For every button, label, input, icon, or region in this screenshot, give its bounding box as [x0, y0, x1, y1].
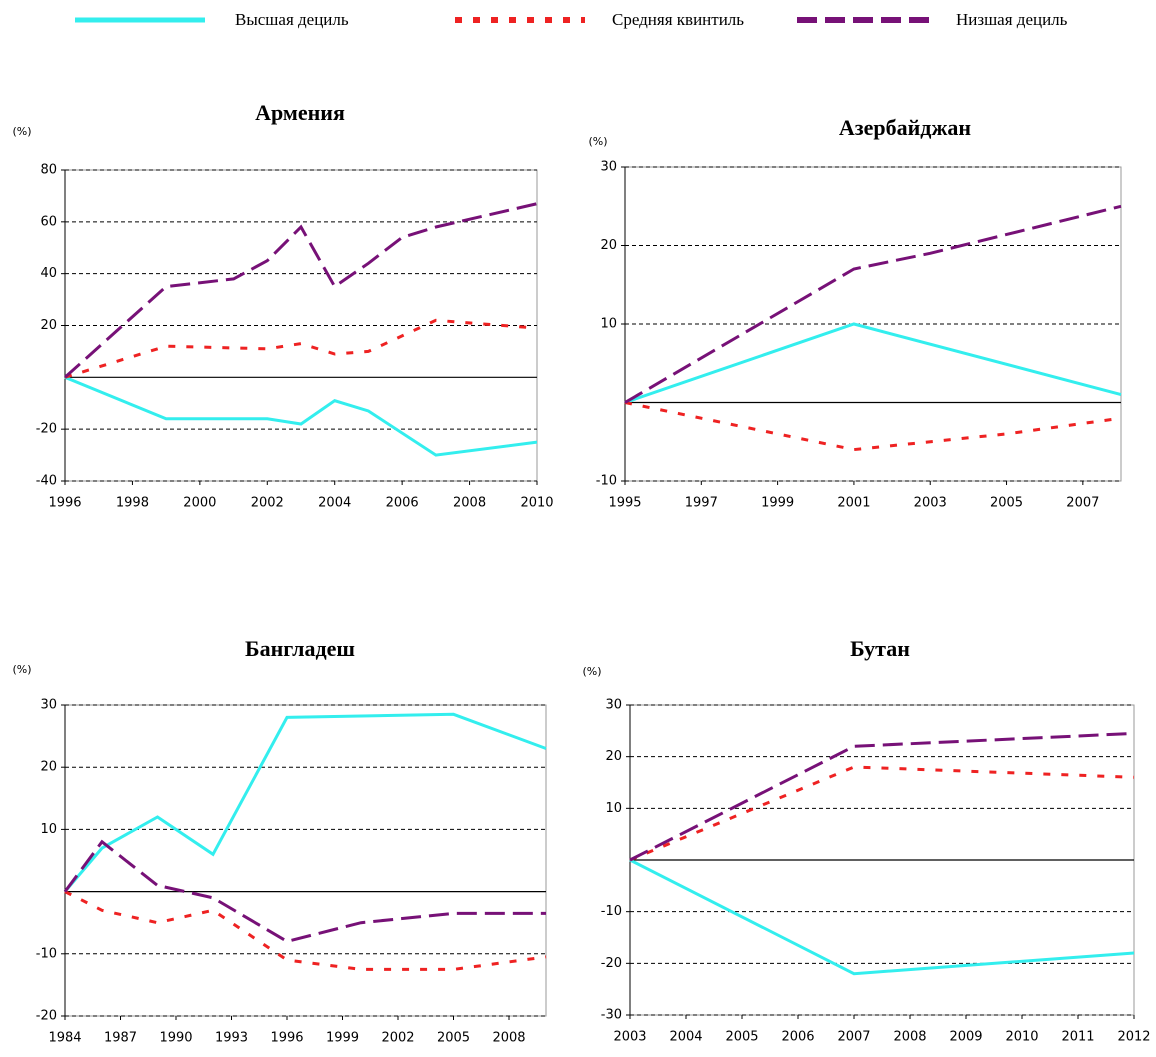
- y-tick-label: -20: [601, 956, 622, 971]
- y-tick-label: 10: [600, 317, 617, 332]
- series-line: [629, 765, 1135, 862]
- x-tick-label: 2010: [520, 496, 553, 511]
- y-tick-label: 60: [40, 214, 57, 229]
- y-tick-label: 20: [40, 318, 57, 333]
- legend-label: Средняя квинтиль: [612, 10, 744, 29]
- y-tick-label: 40: [40, 266, 57, 281]
- y-tick-label: 10: [605, 801, 622, 816]
- y-tick-label: 20: [40, 760, 57, 775]
- y-tick-label: -20: [36, 1009, 57, 1024]
- y-tick-label: 30: [605, 698, 622, 713]
- series-line: [64, 375, 538, 457]
- x-tick-label: 2005: [725, 1030, 758, 1045]
- x-tick-label: 2008: [453, 496, 486, 511]
- series-line: [629, 731, 1135, 862]
- series-line: [624, 322, 1122, 404]
- x-tick-label: 1996: [270, 1031, 303, 1046]
- y-axis-label: (%): [12, 663, 31, 676]
- y-tick-label: -30: [601, 1008, 622, 1023]
- x-tick-label: 1999: [326, 1031, 359, 1046]
- series-line: [63, 202, 538, 379]
- series-line: [624, 401, 1122, 452]
- y-tick-label: -10: [596, 474, 617, 489]
- series-line: [64, 890, 547, 971]
- y-tick-label: -40: [36, 474, 57, 489]
- y-tick-label: 10: [40, 822, 57, 837]
- legend-label: Высшая дециль: [235, 10, 349, 29]
- y-axis-label: (%): [588, 135, 607, 148]
- y-tick-label: 20: [600, 238, 617, 253]
- series-line: [64, 318, 538, 379]
- x-tick-label: 2002: [381, 1031, 414, 1046]
- y-tick-label: -20: [36, 422, 57, 437]
- x-tick-label: 2012: [1117, 1030, 1150, 1045]
- x-tick-label: 2004: [669, 1030, 702, 1045]
- chart-title: Бутан: [850, 636, 910, 661]
- x-tick-label: 2007: [837, 1030, 870, 1045]
- x-tick-label: 2006: [781, 1030, 814, 1045]
- legend-label: Низшая дециль: [956, 10, 1068, 29]
- x-tick-label: 1995: [608, 496, 641, 511]
- chart-title: Бангладеш: [245, 636, 355, 661]
- x-tick-label: 1999: [761, 496, 794, 511]
- series-line: [624, 204, 1122, 404]
- series-line: [63, 839, 546, 944]
- x-tick-label: 2002: [251, 496, 284, 511]
- x-tick-label: 2003: [613, 1030, 646, 1045]
- plot-frame: [64, 704, 547, 1017]
- x-tick-label: 1997: [685, 496, 718, 511]
- y-tick-label: 30: [40, 698, 57, 713]
- series-line: [63, 712, 547, 893]
- y-axis-label: (%): [582, 665, 601, 678]
- y-tick-label: -10: [36, 946, 57, 961]
- x-tick-label: 2009: [949, 1030, 982, 1045]
- x-tick-label: 2007: [1066, 496, 1099, 511]
- y-tick-label: -10: [601, 904, 622, 919]
- chart-title: Азербайджан: [839, 115, 971, 140]
- x-tick-label: 2010: [1005, 1030, 1038, 1045]
- x-tick-label: 2004: [318, 496, 351, 511]
- series-line: [629, 858, 1135, 976]
- x-tick-label: 1984: [48, 1031, 81, 1046]
- x-tick-label: 2001: [837, 496, 870, 511]
- y-tick-label: 20: [605, 749, 622, 764]
- x-tick-label: 2005: [437, 1031, 470, 1046]
- x-tick-label: 2003: [914, 496, 947, 511]
- x-tick-label: 2006: [386, 496, 419, 511]
- y-axis-label: (%): [12, 125, 31, 138]
- x-tick-label: 1987: [104, 1031, 137, 1046]
- x-tick-label: 2005: [990, 496, 1023, 511]
- chart-title: Армения: [255, 100, 345, 125]
- y-tick-label: 30: [600, 160, 617, 175]
- x-tick-label: 2008: [492, 1031, 525, 1046]
- x-tick-label: 2008: [893, 1030, 926, 1045]
- y-tick-label: 80: [40, 163, 57, 178]
- x-tick-label: 1996: [48, 496, 81, 511]
- x-tick-label: 1993: [215, 1031, 248, 1046]
- x-tick-label: 2000: [183, 496, 216, 511]
- x-tick-label: 1990: [159, 1031, 192, 1046]
- x-tick-label: 2011: [1061, 1030, 1094, 1045]
- x-tick-label: 1998: [116, 496, 149, 511]
